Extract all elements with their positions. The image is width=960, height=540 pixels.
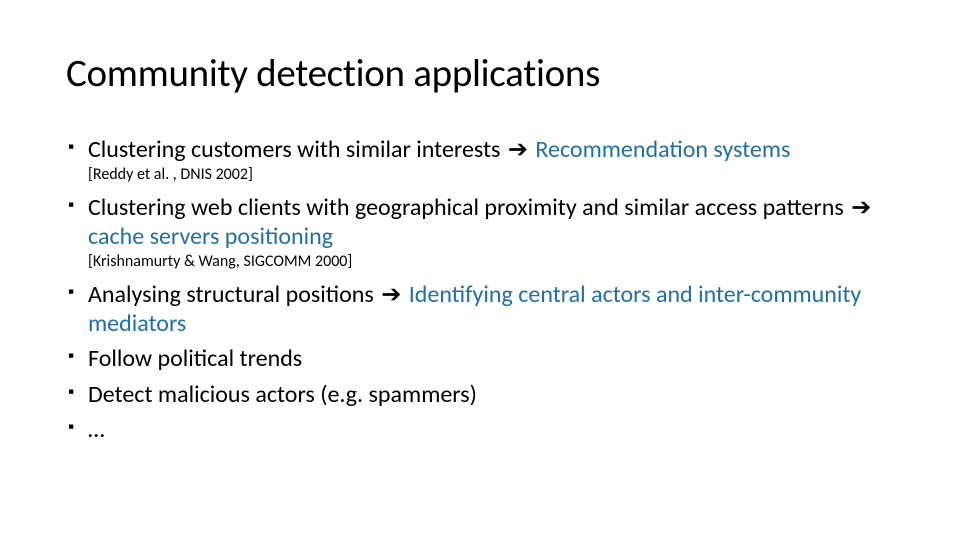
bullet-item: Clustering customers with similar intere… — [66, 135, 894, 185]
bullet-list: Clustering customers with similar intere… — [66, 135, 894, 444]
arrow-icon: ➔ — [851, 193, 871, 222]
bullet-item: Follow political trends — [66, 344, 894, 373]
citation-text: [Krishnamurty & Wang, SIGCOMM 2000] — [88, 252, 894, 272]
arrow-icon: ➔ — [508, 135, 528, 164]
citation-text: [Reddy et al. , DNIS 2002] — [88, 165, 894, 185]
bullet-text-pre: … — [88, 415, 105, 444]
bullet-text-pre: Follow political trends — [88, 344, 302, 373]
bullet-text-pre: Detect malicious actors (e.g. spammers) — [88, 380, 477, 409]
bullet-item: Clustering web clients with geographical… — [66, 193, 894, 272]
arrow-icon: ➔ — [381, 280, 401, 309]
slide: Community detection applications Cluster… — [0, 0, 960, 444]
slide-title: Community detection applications — [66, 50, 894, 97]
bullet-item: Detect malicious actors (e.g. spammers) — [66, 380, 894, 409]
bullet-text-post: Recommendation systems — [530, 135, 790, 164]
bullet-text-post: cache servers positioning — [88, 222, 333, 251]
bullet-text-pre: Clustering web clients with geographical… — [88, 193, 849, 222]
bullet-text-pre: Analysing structural positions — [88, 280, 379, 309]
bullet-item: Analysing structural positions ➔ Identif… — [66, 280, 894, 339]
bullet-text-pre: Clustering customers with similar intere… — [88, 135, 506, 164]
bullet-item: … — [66, 415, 894, 444]
